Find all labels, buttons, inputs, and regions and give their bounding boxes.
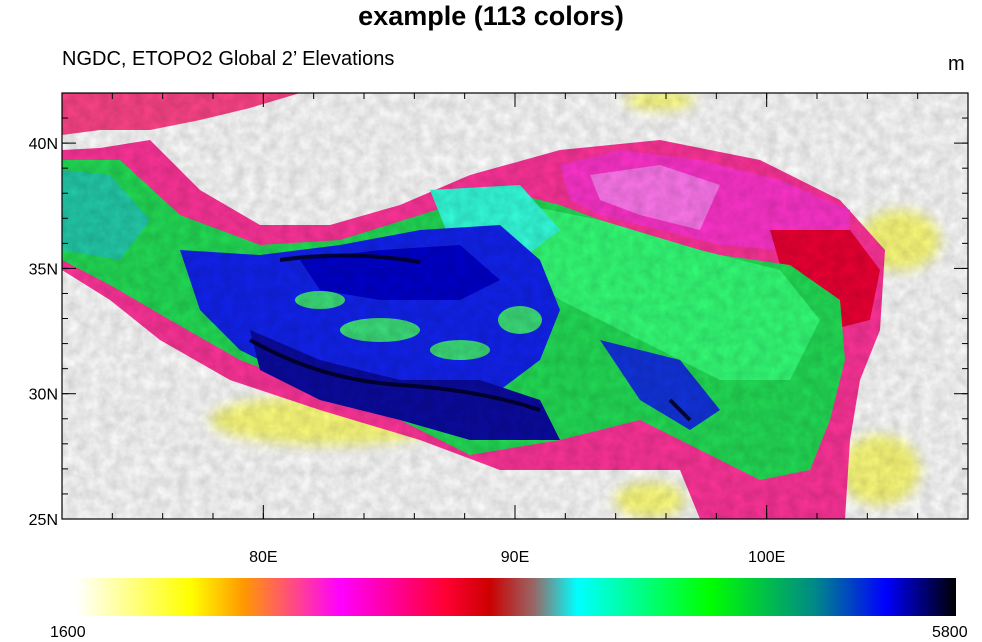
lat-tick-label: 25N — [29, 512, 58, 529]
lon-tick-label: 80E — [249, 549, 277, 566]
lon-tick-label: 100E — [748, 549, 785, 566]
colorbar — [76, 578, 956, 616]
lat-tick-label: 35N — [29, 261, 58, 278]
lat-tick-label: 30N — [29, 387, 58, 404]
axis-ticks — [61, 92, 969, 520]
colorbar-max-label: 5800 — [932, 624, 968, 641]
plot-title: example (113 colors) — [358, 1, 624, 31]
lat-tick-label: 40N — [29, 136, 58, 153]
axis-tick-labels: 80E 90E 100E 40N 35N 30N 25N — [29, 136, 786, 566]
elevation-raster — [62, 93, 968, 519]
dataset-label: NGDC, ETOPO2 Global 2’ Elevations — [62, 48, 395, 70]
colorbar-min-label: 1600 — [50, 624, 86, 641]
units-label: m — [948, 53, 965, 75]
lon-tick-label: 90E — [501, 549, 529, 566]
